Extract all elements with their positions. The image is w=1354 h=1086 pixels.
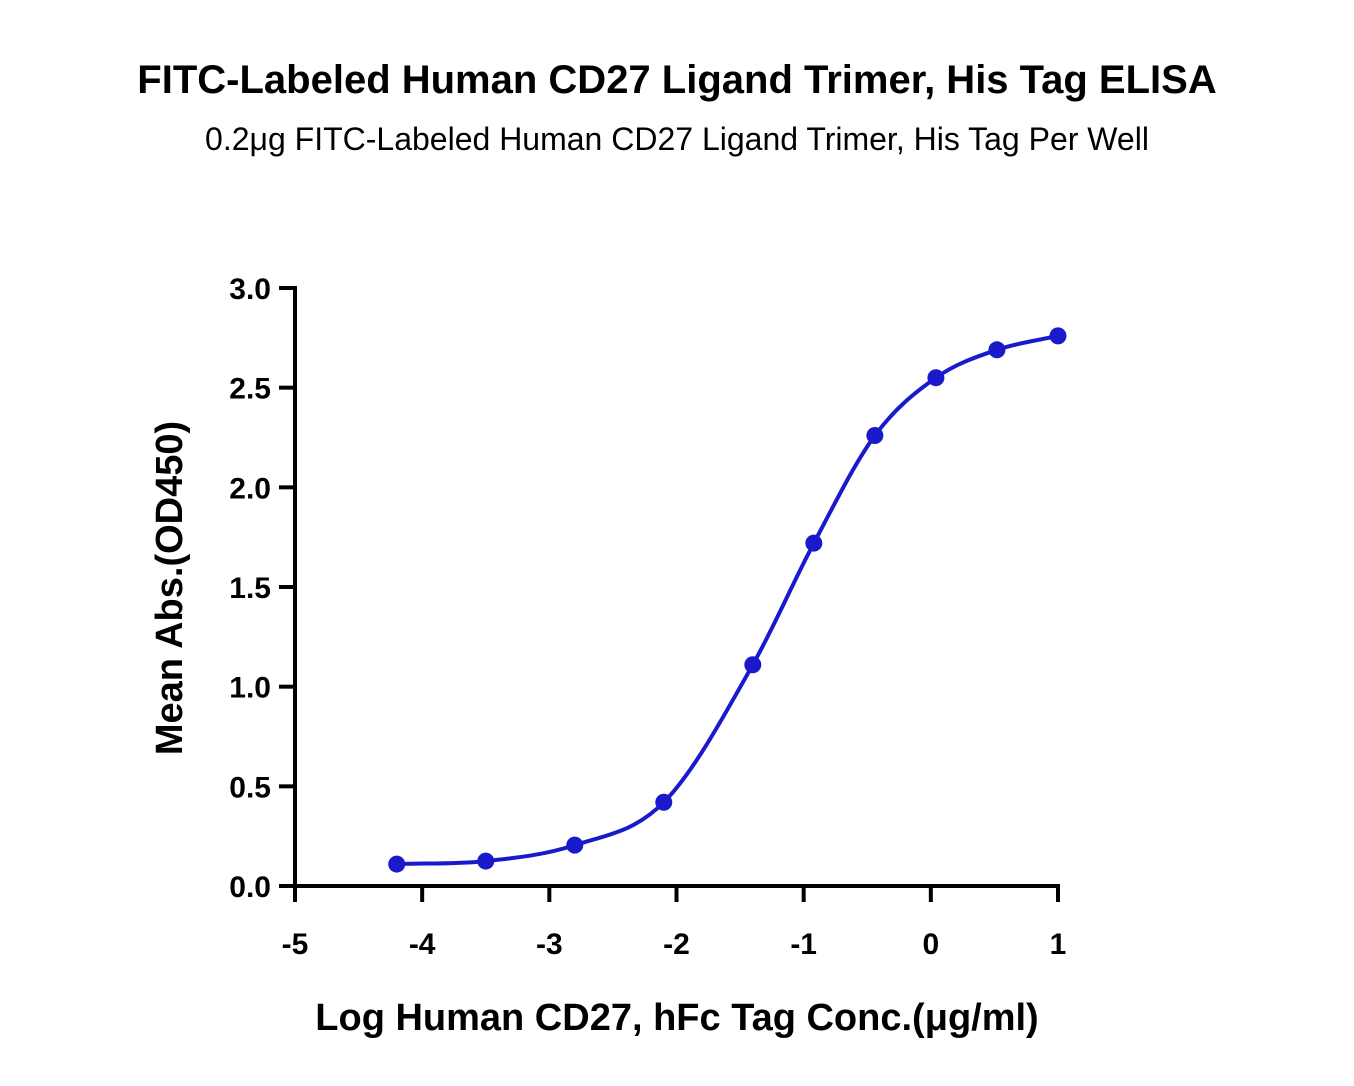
x-tick-label: -1 bbox=[790, 928, 817, 961]
x-tick-label: -3 bbox=[536, 928, 563, 961]
y-tick-label: 1.0 bbox=[229, 672, 271, 705]
y-axis-label: Mean Abs.(OD450) bbox=[149, 421, 191, 755]
fitted-curve bbox=[396, 333, 1059, 867]
data-point bbox=[388, 855, 406, 873]
data-point bbox=[866, 427, 884, 445]
data-point bbox=[566, 836, 584, 854]
y-tick-label: 3.0 bbox=[229, 273, 271, 306]
data-point bbox=[805, 534, 823, 552]
x-tick-label: -4 bbox=[409, 928, 436, 961]
x-axis-label: Log Human CD27, hFc Tag Conc.(μg/ml) bbox=[315, 997, 1038, 1039]
data-point bbox=[988, 341, 1006, 359]
y-tick-label: 1.5 bbox=[229, 572, 271, 605]
data-point bbox=[477, 852, 495, 870]
x-tick-label: -5 bbox=[282, 928, 309, 961]
y-tick-label: 2.0 bbox=[229, 472, 271, 505]
y-tick-label: 0.5 bbox=[229, 771, 271, 804]
data-point bbox=[744, 656, 762, 674]
x-tick-label: 0 bbox=[922, 928, 939, 961]
data-point bbox=[927, 369, 945, 387]
y-tick-label: 2.5 bbox=[229, 373, 271, 406]
tick-labels: 0.0 0.5 1.0 1.5 2.0 2.5 3.0 -5 -4 -3 -2 -1 0 1 bbox=[229, 273, 1066, 961]
data-series bbox=[388, 327, 1067, 873]
x-tick-label: 1 bbox=[1050, 928, 1067, 961]
x-tick-label: -2 bbox=[663, 928, 690, 961]
chart-title: FITC-Labeled Human CD27 Ligand Trimer, H… bbox=[137, 58, 1216, 102]
chart-subtitle: 0.2μg FITC-Labeled Human CD27 Ligand Tri… bbox=[205, 121, 1149, 157]
axes bbox=[279, 286, 1060, 902]
y-tick-label: 0.0 bbox=[229, 871, 271, 904]
data-point bbox=[655, 793, 673, 811]
data-point bbox=[1049, 327, 1067, 345]
